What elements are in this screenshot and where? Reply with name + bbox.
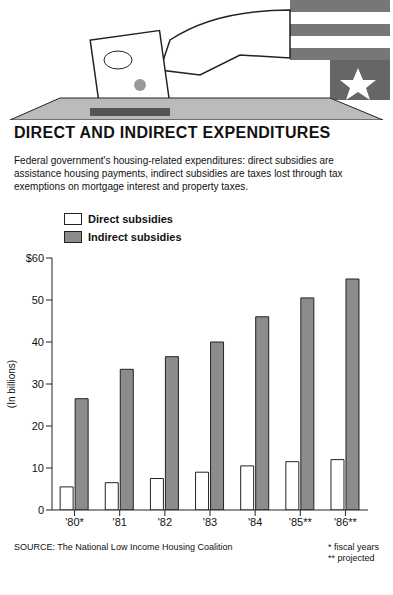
- svg-text:(In billions): (In billions): [6, 360, 17, 408]
- html-text:Federal government's housing-r: Federal government's housing-related exp…: [14, 155, 343, 192]
- svg-text:'86**: '86**: [334, 516, 358, 528]
- svg-text:$60: $60: [26, 252, 44, 264]
- svg-text:'84: '84: [248, 516, 262, 528]
- html-text:Indirect subsidies: Indirect subsidies: [88, 231, 182, 243]
- svg-text:'82: '82: [158, 516, 172, 528]
- html-text:* fiscal years: * fiscal years: [328, 542, 379, 552]
- html-text:DIRECT AND INDIRECT EXPENDITUR: DIRECT AND INDIRECT EXPENDITURES: [14, 124, 331, 141]
- svg-text:'80*: '80*: [65, 516, 84, 528]
- svg-text:40: 40: [32, 336, 44, 348]
- html-text:Direct subsidies: Direct subsidies: [88, 213, 173, 225]
- svg-text:0: 0: [38, 504, 44, 516]
- svg-text:'81: '81: [113, 516, 127, 528]
- svg-text:50: 50: [32, 294, 44, 306]
- svg-text:'85**: '85**: [289, 516, 313, 528]
- svg-text:10: 10: [32, 462, 44, 474]
- svg-text:'83: '83: [203, 516, 217, 528]
- html-text:SOURCE: The National Low Incom: SOURCE: The National Low Income Housing …: [14, 542, 233, 552]
- svg-text:30: 30: [32, 378, 44, 390]
- html-text:** projected: ** projected: [328, 553, 375, 563]
- svg-text:20: 20: [32, 420, 44, 432]
